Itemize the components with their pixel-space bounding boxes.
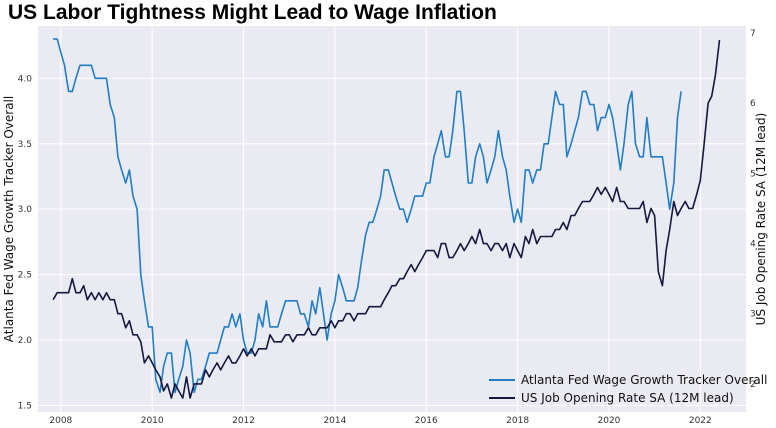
y-tick-label-right: 2: [750, 380, 756, 390]
x-tick-label: 2012: [232, 416, 255, 426]
y-tick-label-right: 5: [750, 169, 756, 179]
legend: Atlanta Fed Wage Growth Tracker Overall …: [489, 373, 767, 405]
plot-background: [38, 26, 746, 412]
y-tick-label-left: 3.0: [18, 205, 33, 215]
y-tick-label-right: 7: [750, 29, 756, 39]
legend-label-wage-growth: Atlanta Fed Wage Growth Tracker Overall: [521, 373, 767, 387]
x-tick-label: 2022: [689, 416, 712, 426]
y-tick-label-right: 6: [750, 99, 756, 109]
y-tick-label-left: 2.0: [18, 336, 33, 346]
ticks: 2008 2010 2012 2014 2016 2018 2020 2022 1.5 2.0 2.…: [18, 29, 756, 426]
x-tick-label: 2016: [415, 416, 438, 426]
y-tick-label-left: 1.5: [18, 401, 32, 411]
x-tick-label: 2010: [141, 416, 164, 426]
y-axis-label-right: US Job Opening Rate SA (12M lead): [754, 113, 768, 326]
y-tick-label-left: 2.5: [18, 271, 32, 281]
x-tick-label: 2018: [506, 416, 529, 426]
series-line-job-opening-rate: [52, 39, 721, 399]
x-tick-label: 2008: [49, 416, 72, 426]
x-tick-label: 2014: [323, 416, 346, 426]
series-layer: [52, 38, 721, 399]
y-tick-label-right: 4: [750, 240, 756, 250]
x-tick-label: 2020: [598, 416, 621, 426]
series-line-wage-growth: [53, 38, 682, 394]
y-axis-label-left: Atlanta Fed Wage Growth Tracker Overall: [2, 96, 16, 342]
y-tick-label-right: 3: [750, 310, 756, 320]
chart-title: US Labor Tightness Might Lead to Wage In…: [8, 1, 497, 24]
y-tick-label-left: 3.5: [18, 140, 32, 150]
legend-label-job-opening-rate: US Job Opening Rate SA (12M lead): [521, 391, 734, 405]
y-tick-label-left: 4.0: [18, 74, 33, 84]
